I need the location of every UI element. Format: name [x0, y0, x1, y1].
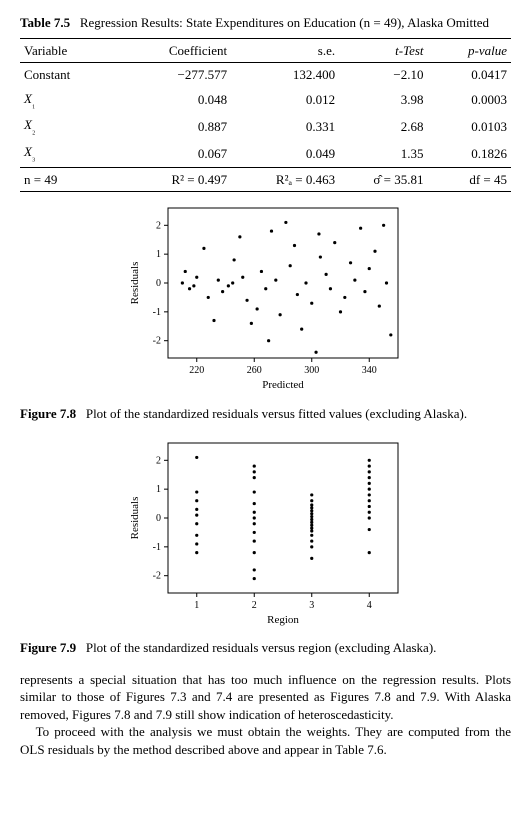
svg-text:2: 2 — [156, 221, 161, 232]
svg-text:340: 340 — [361, 365, 376, 376]
table-cell: 132.400 — [231, 63, 339, 87]
table-header: p-value — [468, 43, 507, 58]
table-cell: −2.10 — [339, 63, 427, 87]
figure-7-8-prefix: Figure 7.8 — [20, 406, 76, 421]
table-cell: 1.35 — [339, 140, 427, 167]
svg-text:2: 2 — [251, 600, 256, 611]
table-cell: 0.331 — [231, 113, 339, 140]
svg-text:0: 0 — [156, 278, 161, 289]
svg-text:3: 3 — [309, 600, 314, 611]
strip-plot-7-9: 1 2 3 4 -2 -1 0 1 2 Region Residuals — [126, 437, 406, 629]
table-cell: 0.1826 — [428, 140, 511, 167]
table-row: Constant−277.577132.400−2.100.0417 — [20, 63, 511, 87]
svg-text:Residuals: Residuals — [129, 496, 141, 539]
table-footer-sigma: σ̂ = 35.81 — [339, 167, 427, 192]
table-row: X₁0.0480.0123.980.0003 — [20, 87, 511, 114]
figure-7-9-prefix: Figure 7.9 — [20, 640, 76, 655]
svg-text:-1: -1 — [152, 307, 160, 318]
svg-text:0: 0 — [156, 513, 161, 524]
table-footer-df: df = 45 — [428, 167, 511, 192]
svg-text:Predicted: Predicted — [262, 379, 304, 391]
svg-text:Region: Region — [267, 614, 299, 626]
svg-text:4: 4 — [366, 600, 371, 611]
table-cell: X₁ — [20, 87, 123, 114]
table-row: X₂0.8870.3312.680.0103 — [20, 113, 511, 140]
table-cell: 0.0003 — [428, 87, 511, 114]
figure-7-8: 220 260 300 340 -2 -1 0 1 2 Predicted Residuals — [20, 202, 511, 399]
table-cell: Constant — [20, 63, 123, 87]
table-cell: 0.012 — [231, 87, 339, 114]
table-header: Coefficient — [123, 38, 231, 63]
table-cell: 0.048 — [123, 87, 231, 114]
figure-7-9: 1 2 3 4 -2 -1 0 1 2 Region Residuals — [20, 437, 511, 634]
svg-text:1: 1 — [156, 484, 161, 495]
table-cell: −277.577 — [123, 63, 231, 87]
table-footer-row: n = 49 R² = 0.497 R²ₐ = 0.463 σ̂ = 35.81… — [20, 167, 511, 192]
table-header: t-Test — [395, 43, 423, 58]
table-footer-n: n = 49 — [20, 167, 123, 192]
table-footer-r2: R² = 0.497 — [123, 167, 231, 192]
svg-text:220: 220 — [189, 365, 204, 376]
figure-7-9-caption: Figure 7.9 Plot of the standardized resi… — [20, 639, 511, 657]
regression-table: Variable Coefficient s.e. t-Test p-value… — [20, 38, 511, 193]
figure-7-9-text: Plot of the standardized residuals versu… — [86, 640, 437, 655]
table-cell: 2.68 — [339, 113, 427, 140]
table-header: Variable — [20, 38, 123, 63]
svg-text:-1: -1 — [152, 541, 160, 552]
table-cell: 0.049 — [231, 140, 339, 167]
table-cell: X₃ — [20, 140, 123, 167]
svg-text:260: 260 — [246, 365, 261, 376]
table-footer-r2a: R²ₐ = 0.463 — [231, 167, 339, 192]
table-row: X₃0.0670.0491.350.1826 — [20, 140, 511, 167]
svg-text:2: 2 — [156, 455, 161, 466]
body-paragraph-1: represents a special situation that has … — [20, 671, 511, 724]
scatter-plot-7-8: 220 260 300 340 -2 -1 0 1 2 Predicted Residuals — [126, 202, 406, 394]
svg-text:-2: -2 — [152, 570, 160, 581]
svg-text:-2: -2 — [152, 336, 160, 347]
table-cell: 0.0103 — [428, 113, 511, 140]
table-cell: 0.887 — [123, 113, 231, 140]
table-header-row: Variable Coefficient s.e. t-Test p-value — [20, 38, 511, 63]
table-header: s.e. — [231, 38, 339, 63]
figure-7-8-text: Plot of the standardized residuals versu… — [86, 406, 467, 421]
table-title-prefix: Table 7.5 — [20, 15, 70, 30]
table-cell: 0.0417 — [428, 63, 511, 87]
svg-text:Residuals: Residuals — [129, 262, 141, 305]
figure-7-8-caption: Figure 7.8 Plot of the standardized resi… — [20, 405, 511, 423]
table-title: Table 7.5 Regression Results: State Expe… — [20, 14, 511, 32]
table-title-rest: Regression Results: State Expenditures o… — [80, 15, 489, 30]
table-cell: X₂ — [20, 113, 123, 140]
body-paragraph-2: To proceed with the analysis we must obt… — [20, 723, 511, 758]
svg-text:1: 1 — [156, 250, 161, 261]
table-cell: 3.98 — [339, 87, 427, 114]
table-cell: 0.067 — [123, 140, 231, 167]
svg-text:300: 300 — [304, 365, 319, 376]
svg-text:1: 1 — [194, 600, 199, 611]
